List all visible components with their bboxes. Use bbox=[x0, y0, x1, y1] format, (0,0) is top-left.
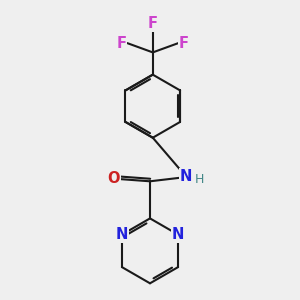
Text: N: N bbox=[172, 227, 184, 242]
Text: H: H bbox=[194, 173, 204, 186]
Text: F: F bbox=[117, 36, 127, 51]
Text: N: N bbox=[180, 169, 192, 184]
Text: O: O bbox=[108, 172, 120, 187]
Text: N: N bbox=[116, 227, 128, 242]
Text: F: F bbox=[179, 36, 189, 51]
Text: F: F bbox=[148, 16, 158, 31]
